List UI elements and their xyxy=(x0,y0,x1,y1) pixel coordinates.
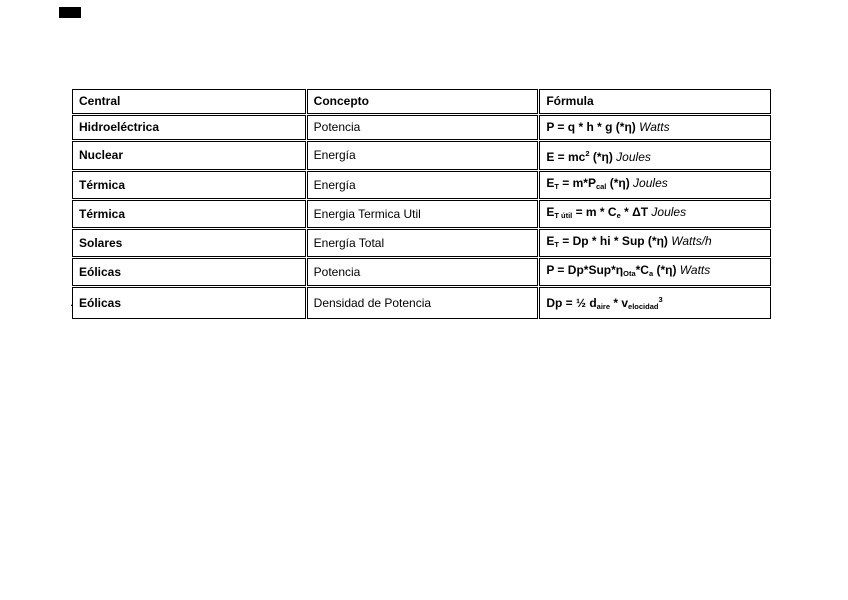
formula-segment: T xyxy=(554,240,559,249)
cell-formula: ET útil = m * Ce * ΔT Joules xyxy=(539,200,771,228)
formula-segment: Ota xyxy=(623,269,636,278)
formula-segment: P = q * h * g (*η) xyxy=(546,120,636,134)
formula-segment: * v xyxy=(610,296,629,310)
formula-segment: 3 xyxy=(658,295,663,304)
formula-segment: E xyxy=(546,234,555,248)
formula-segment: E xyxy=(546,205,555,219)
table-header-row: Central Concepto Fórmula xyxy=(72,89,771,114)
cell-formula: ET = Dp * hi * Sup (*η) Watts/h xyxy=(539,229,771,257)
formula-segment: P = Dp*Sup*η xyxy=(546,263,624,277)
table-body: Hidroeléctrica Potencia P = q * h * g (*η)… xyxy=(72,115,771,319)
formula-segment: Watts xyxy=(676,263,711,277)
cell-formula: E = mc2 (*η) Joules xyxy=(539,141,771,170)
column-header-central: Central xyxy=(72,89,306,114)
formula-segment: Dp = ½ d xyxy=(546,296,597,310)
column-header-concepto: Concepto xyxy=(306,89,539,114)
cell-central: Eólicas xyxy=(72,287,306,319)
cell-concepto: Densidad de Potencia xyxy=(306,287,539,319)
cell-concepto: Potencia xyxy=(306,258,539,286)
cell-concepto: Potencia xyxy=(306,115,539,140)
cell-central: Térmica xyxy=(72,171,306,199)
table-row: Térmica Energia Termica Util ET útil = m *… xyxy=(72,200,771,228)
formula-segment: E xyxy=(546,176,555,190)
cell-formula: Dp = ½ daire * velocidad3 xyxy=(539,287,771,319)
cell-central: Nuclear xyxy=(72,141,306,170)
formula-segment: aire xyxy=(596,302,611,311)
cell-concepto: Energía Total xyxy=(306,229,539,257)
table-row: Hidroeléctrica Potencia P = q * h * g (*η)… xyxy=(72,115,771,140)
formula-segment: 2 xyxy=(585,149,590,158)
formula-segment: * ΔT xyxy=(620,205,649,219)
formula-segment: a xyxy=(648,269,654,278)
formula-segment: Joules xyxy=(612,150,651,164)
formula-segment: Joules xyxy=(629,176,668,190)
formula-segment: T xyxy=(554,182,559,191)
cell-formula: P = q * h * g (*η) Watts xyxy=(539,115,771,140)
formula-segment: e xyxy=(616,211,621,220)
trailing-period: . xyxy=(70,295,74,309)
cell-concepto: Energia Termica Util xyxy=(306,200,539,228)
cell-central: Térmica xyxy=(72,200,306,228)
cell-formula: ET = m*Pcal (*η) Joules xyxy=(539,171,771,199)
table-row: Solares Energía Total ET = Dp * hi * Sup (… xyxy=(72,229,771,257)
cell-central: Eólicas xyxy=(72,258,306,286)
formula-table: Central Concepto Fórmula Hidroeléctrica P… xyxy=(71,88,772,320)
table-row: Eólicas Potencia P = Dp*Sup*ηOta*Ca (*η) W… xyxy=(72,258,771,286)
cell-formula: P = Dp*Sup*ηOta*Ca (*η) Watts xyxy=(539,258,771,286)
formula-segment: = m * C xyxy=(572,205,617,219)
formula-segment: Watts/h xyxy=(667,234,712,248)
table-row: Nuclear Energía E = mc2 (*η) Joules xyxy=(72,141,771,170)
table-row: Eólicas Densidad de Potencia Dp = ½ daire … xyxy=(72,287,771,319)
formula-segment: = Dp * hi * Sup (*η) xyxy=(558,234,668,248)
formula-segment: Joules xyxy=(648,205,687,219)
formula-segment: (*η) xyxy=(606,176,630,190)
cell-concepto: Energía xyxy=(306,141,539,170)
formula-segment: *C xyxy=(635,263,649,277)
formula-segment: T útil xyxy=(554,211,573,220)
formula-segment: (*η) xyxy=(589,150,613,164)
formula-segment: E = mc xyxy=(546,150,586,164)
cell-concepto: Energía xyxy=(306,171,539,199)
formula-segment: cal xyxy=(595,182,607,191)
formula-segment: (*η) xyxy=(653,263,677,277)
cell-central: Solares xyxy=(72,229,306,257)
table-row: Térmica Energía ET = m*Pcal (*η) Joules xyxy=(72,171,771,199)
formula-segment: elocidad xyxy=(628,302,659,311)
formula-segment: Watts xyxy=(635,120,670,134)
redaction-bar xyxy=(59,7,81,18)
column-header-formula: Fórmula xyxy=(539,89,771,114)
formula-segment: = m*P xyxy=(558,176,596,190)
cell-central: Hidroeléctrica xyxy=(72,115,306,140)
